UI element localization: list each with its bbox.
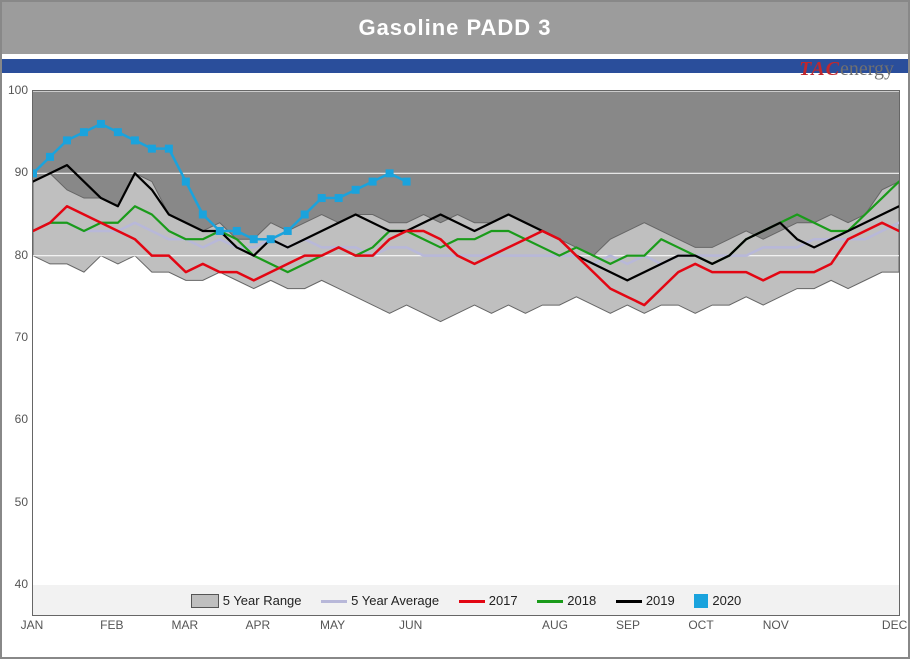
title-bar: Gasoline PADD 3 <box>2 2 908 54</box>
legend-2017: 2017 <box>459 586 518 616</box>
y-tick-label: 100 <box>2 83 28 97</box>
legend-2019-label: 2019 <box>646 593 675 608</box>
x-tick-label: SEP <box>616 618 640 632</box>
x-tick-label: MAY <box>320 618 345 632</box>
y2019-swatch <box>616 600 642 603</box>
x-tick-label: OCT <box>688 618 713 632</box>
y-tick-label: 50 <box>2 495 28 509</box>
chart-title: Gasoline PADD 3 <box>358 15 551 40</box>
legend-range: 5 Year Range <box>191 586 302 616</box>
x-tick-label: MAR <box>171 618 198 632</box>
avg-swatch <box>321 600 347 603</box>
legend-2020: 2020 <box>694 586 741 616</box>
chart-frame: Gasoline PADD 3 TACenergy 40 50 60 70 80 90 10… <box>0 0 910 659</box>
legend-2018-label: 2018 <box>567 593 596 608</box>
legend: 5 Year Range 5 Year Average 2017 2018 20… <box>33 585 899 615</box>
legend-range-label: 5 Year Range <box>223 593 302 608</box>
y-tick-label: 70 <box>2 330 28 344</box>
x-tick-label: DEC <box>882 618 907 632</box>
x-tick-label: APR <box>245 618 270 632</box>
legend-2017-label: 2017 <box>489 593 518 608</box>
legend-avg: 5 Year Average <box>321 586 439 616</box>
y2020-swatch <box>694 594 708 608</box>
x-tick-label: JAN <box>21 618 44 632</box>
range-swatch <box>191 594 219 608</box>
y-tick-label: 90 <box>2 165 28 179</box>
legend-avg-label: 5 Year Average <box>351 593 439 608</box>
plot-svg <box>33 91 899 615</box>
legend-2019: 2019 <box>616 586 675 616</box>
y2017-swatch <box>459 600 485 603</box>
y2018-swatch <box>537 600 563 603</box>
accent-bar <box>2 58 908 74</box>
legend-2018: 2018 <box>537 586 596 616</box>
logo-tac: TAC <box>799 58 840 80</box>
y-tick-label: 60 <box>2 412 28 426</box>
x-tick-label: JUN <box>399 618 422 632</box>
x-tick-label: NOV <box>763 618 789 632</box>
legend-2020-label: 2020 <box>712 593 741 608</box>
y-tick-label: 40 <box>2 577 28 591</box>
logo-rest: energy <box>840 58 894 80</box>
y-tick-label: 80 <box>2 248 28 262</box>
brand-logo: TACenergy <box>799 58 894 81</box>
plot-area: 5 Year Range 5 Year Average 2017 2018 20… <box>32 90 900 616</box>
x-tick-label: FEB <box>100 618 123 632</box>
x-tick-label: AUG <box>542 618 568 632</box>
